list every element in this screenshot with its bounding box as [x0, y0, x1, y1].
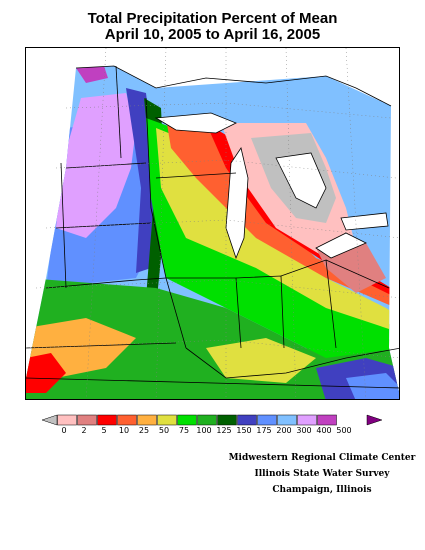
legend-swatch [317, 414, 337, 426]
legend-swatch [57, 414, 77, 426]
legend-label: 50 [158, 426, 170, 435]
legend-label: 175 [256, 426, 272, 435]
legend-label: 125 [216, 426, 232, 435]
legend-swatch [257, 414, 277, 426]
legend-boxes [57, 414, 337, 426]
legend-label: 400 [316, 426, 332, 435]
legend-label: 10 [118, 426, 130, 435]
great-lakes [154, 112, 389, 260]
legend-swatch [157, 414, 177, 426]
legend-swatch [237, 414, 257, 426]
legend-swatch [117, 414, 137, 426]
precipitation-map-svg [26, 48, 399, 399]
map-date-range: April 10, 2005 to April 16, 2005 [104, 26, 321, 43]
legend-labels: 0 2 5 10 25 50 75 100 125 150 175 200 30… [42, 426, 382, 438]
legend-label: 300 [296, 426, 312, 435]
canada-boundary [75, 65, 392, 107]
legend-swatch [217, 414, 237, 426]
legend-swatch [197, 414, 217, 426]
legend-label: 2 [81, 426, 87, 435]
legend-label: 75 [178, 426, 190, 435]
legend-swatch [177, 414, 197, 426]
legend-colorbar [42, 414, 383, 426]
legend-right-triangle [366, 414, 383, 426]
legend-swatch [297, 414, 317, 426]
legend-swatch [77, 414, 97, 426]
legend-label: 25 [138, 426, 150, 435]
legend-label: 5 [101, 426, 107, 435]
legend-label: 0 [61, 426, 67, 435]
legend-swatch [97, 414, 117, 426]
map-title: Total Precipitation Percent of Mean [87, 10, 338, 27]
legend-swatch [137, 414, 157, 426]
credit-mrcc: Midwestern Regional Climate Center [228, 453, 416, 463]
legend-swatch [277, 414, 297, 426]
legend-label: 200 [276, 426, 292, 435]
credit-location: Champaign, Illinois [272, 485, 372, 495]
legend-label: 500 [336, 426, 352, 435]
legend-label: 100 [196, 426, 212, 435]
legend-left-triangle [42, 414, 58, 426]
state-borders [26, 65, 399, 389]
precipitation-map [25, 47, 400, 400]
legend-label: 150 [236, 426, 252, 435]
credit-isws: Illinois State Water Survey [254, 469, 390, 479]
graticule [26, 48, 399, 399]
